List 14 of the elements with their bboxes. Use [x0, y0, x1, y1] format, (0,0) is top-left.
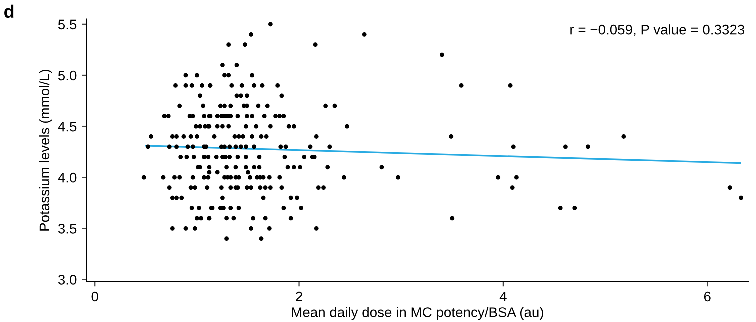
x-tick-label: 4 — [500, 292, 507, 302]
y-tick-label: 5.5 — [58, 20, 77, 30]
y-tick-label: 4.0 — [58, 172, 77, 183]
chart-title: d — [4, 4, 14, 18]
x-tick-label: 2 — [296, 292, 302, 302]
y-tick-label: 3.5 — [58, 224, 77, 234]
y-tick-label: 3.0 — [58, 275, 77, 285]
x-axis-title: Mean daily dose in MC potency/BSA (au) — [292, 307, 544, 320]
x-tick-label: 6 — [704, 292, 711, 302]
y-tick-label: 5.0 — [58, 70, 77, 81]
x-tick-label: 0 — [92, 292, 98, 302]
y-tick-label: 4.5 — [58, 122, 77, 132]
annotation: r = −0.059, P value = 0.3323 — [570, 24, 745, 36]
y-axis-title: Potassium levels (mmol/L) — [39, 70, 52, 231]
